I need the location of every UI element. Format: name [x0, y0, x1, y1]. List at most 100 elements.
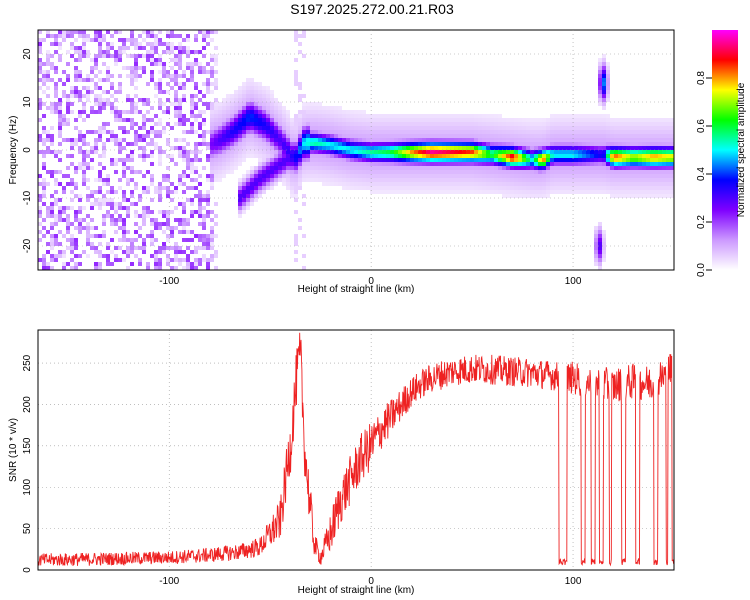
- spectrogram-cell: [210, 114, 214, 118]
- spectrogram-cell: [610, 170, 614, 174]
- spectrogram-cell: [554, 166, 558, 170]
- spectrogram-cell: [254, 110, 258, 114]
- spectrogram-cell: [198, 246, 202, 250]
- spectrogram-cell: [302, 30, 306, 34]
- spectrogram-cell: [222, 150, 226, 154]
- spectrogram-cell: [78, 194, 82, 198]
- spectrogram-cell: [314, 170, 318, 174]
- spectrogram-cell: [302, 142, 306, 146]
- spectrogram-cell: [538, 150, 542, 154]
- spectrogram-cell: [242, 194, 246, 198]
- spectrogram-cell: [506, 130, 510, 134]
- spectrogram-cell: [554, 170, 558, 174]
- spectrogram-cell: [398, 162, 402, 166]
- spectrogram-cell: [54, 170, 58, 174]
- spectrogram-cell: [330, 182, 334, 186]
- spectrogram-cell: [134, 182, 138, 186]
- spectrogram-cell: [346, 186, 350, 190]
- spectrogram-cell: [670, 122, 674, 126]
- spectrogram-cell: [574, 182, 578, 186]
- spectrogram-cell: [378, 146, 382, 150]
- spectrogram-cell: [334, 158, 338, 162]
- spectrogram-cell: [598, 178, 602, 182]
- spectrogram-cell: [406, 170, 410, 174]
- spectrogram-cell: [258, 166, 262, 170]
- spectrogram-cell: [282, 114, 286, 118]
- spectrogram-cell: [110, 74, 114, 78]
- spectrogram-cell: [602, 174, 606, 178]
- spectrogram-cell: [382, 190, 386, 194]
- spectrogram-cell: [606, 86, 610, 90]
- spectrogram-cell: [90, 38, 94, 42]
- spectrogram-cell: [62, 114, 66, 118]
- spectrogram-cell: [38, 230, 42, 234]
- spectrogram-cell: [278, 150, 282, 154]
- spectrogram-cell: [246, 130, 250, 134]
- spectrogram-cell: [74, 242, 78, 246]
- spectrogram-cell: [430, 162, 434, 166]
- spectrogram-cell: [150, 154, 154, 158]
- spectrogram-cell: [150, 242, 154, 246]
- spectrogram-cell: [250, 142, 254, 146]
- spectrogram-cell: [402, 122, 406, 126]
- spectrogram-cell: [38, 42, 42, 46]
- spectrogram-cell: [242, 158, 246, 162]
- spectrogram-cell: [334, 134, 338, 138]
- spectrogram-cell: [58, 98, 62, 102]
- spectrogram-cell: [162, 90, 166, 94]
- spectrogram-cell: [150, 42, 154, 46]
- spectrogram-cell: [558, 154, 562, 158]
- spectrogram-cell: [218, 130, 222, 134]
- spectrogram-cell: [654, 138, 658, 142]
- spectrogram-cell: [70, 162, 74, 166]
- spectrogram-cell: [46, 62, 50, 66]
- spectrogram-cell: [146, 118, 150, 122]
- spectrogram-cell: [402, 170, 406, 174]
- spectrogram-cell: [170, 102, 174, 106]
- spectrogram-cell: [210, 258, 214, 262]
- spectrogram-cell: [618, 154, 622, 158]
- colorbar: 0.00.20.40.60.8 Normalized spectral ampl…: [696, 30, 747, 277]
- spectrogram-cell: [582, 118, 586, 122]
- spectrogram-cell: [318, 166, 322, 170]
- spectrogram-cell: [650, 130, 654, 134]
- spectrogram-cell: [590, 170, 594, 174]
- spectrogram-cell: [118, 126, 122, 130]
- spectrogram-cell: [98, 98, 102, 102]
- spectrogram-cell: [166, 98, 170, 102]
- spectrogram-cell: [178, 110, 182, 114]
- spectrogram-cell: [78, 46, 82, 50]
- spectrogram-cell: [270, 158, 274, 162]
- spectrogram-cell: [598, 74, 602, 78]
- spectrogram-cell: [458, 150, 462, 154]
- spectrogram-cell: [118, 118, 122, 122]
- spectrogram-cell: [430, 126, 434, 130]
- spectrogram-cell: [58, 42, 62, 46]
- spectrogram-cell: [330, 170, 334, 174]
- spectrogram-cell: [538, 194, 542, 198]
- spectrogram-cell: [106, 174, 110, 178]
- spectrogram-cell: [522, 130, 526, 134]
- spectrogram-cell: [626, 158, 630, 162]
- spectrogram-cell: [134, 214, 138, 218]
- spectrogram-cell: [346, 174, 350, 178]
- spectrogram-cell: [510, 146, 514, 150]
- spectrogram-cell: [74, 118, 78, 122]
- spectrogram-cell: [378, 150, 382, 154]
- spectrogram-cell: [158, 154, 162, 158]
- spectrogram-cell: [378, 134, 382, 138]
- spectrogram-cell: [386, 134, 390, 138]
- spectrogram-cell: [150, 74, 154, 78]
- spectrogram-cell: [578, 126, 582, 130]
- spectrogram-cell: [374, 142, 378, 146]
- spectrogram-cell: [450, 158, 454, 162]
- spectrogram-cell: [94, 34, 98, 38]
- spectrogram-cell: [630, 118, 634, 122]
- spectrogram-cell: [230, 102, 234, 106]
- spectrogram-cell: [418, 134, 422, 138]
- spectrogram-cell: [406, 142, 410, 146]
- spectrogram-cell: [206, 262, 210, 266]
- spectrogram-cell: [62, 266, 66, 270]
- spectrogram-cell: [354, 118, 358, 122]
- spectrogram-cell: [434, 130, 438, 134]
